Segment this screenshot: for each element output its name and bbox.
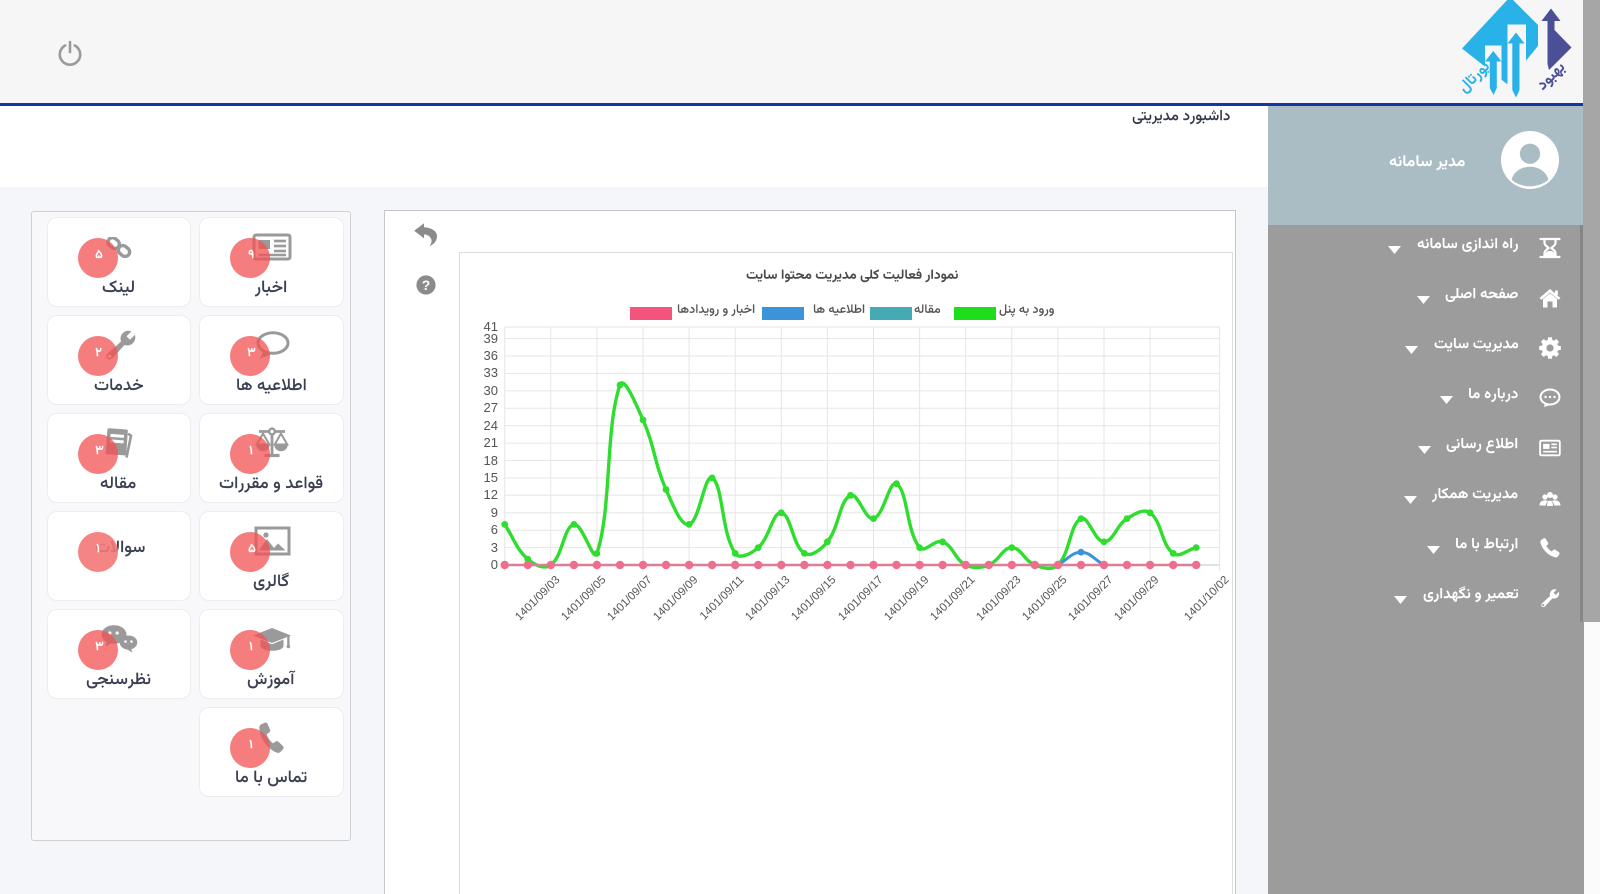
svg-text:?: ?: [422, 277, 431, 293]
